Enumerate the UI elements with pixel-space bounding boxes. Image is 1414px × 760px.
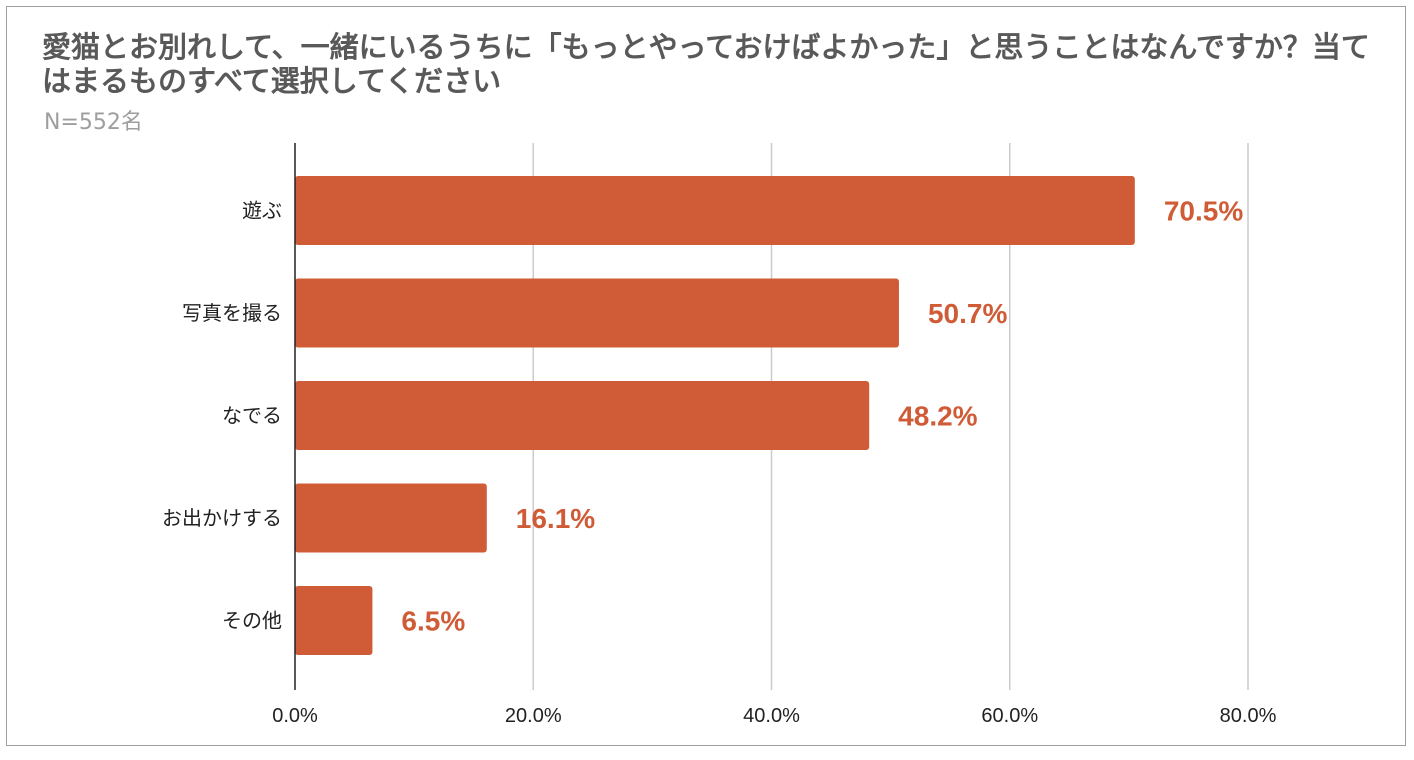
chart-title: 愛猫とお別れして、一緒にいるうちに「もっとやっておけばよかった」と思うことはなん… — [42, 30, 1370, 98]
x-tick-label: 20.0% — [505, 705, 562, 727]
category-label: 遊ぶ — [242, 199, 282, 223]
data-label: 48.2% — [898, 401, 977, 432]
x-tick-label: 60.0% — [981, 705, 1038, 727]
chart-subtitle: N=552名 — [44, 110, 143, 135]
chart-frame — [6, 6, 1406, 746]
category-label: なでる — [222, 404, 282, 428]
data-label: 16.1% — [516, 503, 595, 534]
bar — [295, 278, 899, 348]
bar — [295, 586, 373, 655]
data-label: 70.5% — [1164, 196, 1243, 227]
x-tick-label: 0.0% — [272, 705, 318, 727]
data-label: 6.5% — [401, 606, 465, 637]
x-tick-label: 80.0% — [1220, 705, 1277, 727]
category-label: お出かけする — [162, 506, 282, 530]
x-tick-label: 40.0% — [743, 705, 800, 727]
data-label: 50.7% — [928, 298, 1007, 329]
bar — [295, 483, 487, 553]
category-label: 写真を撮る — [182, 301, 282, 325]
bar — [295, 176, 1135, 245]
bar — [295, 381, 870, 450]
category-label: その他 — [222, 609, 282, 633]
